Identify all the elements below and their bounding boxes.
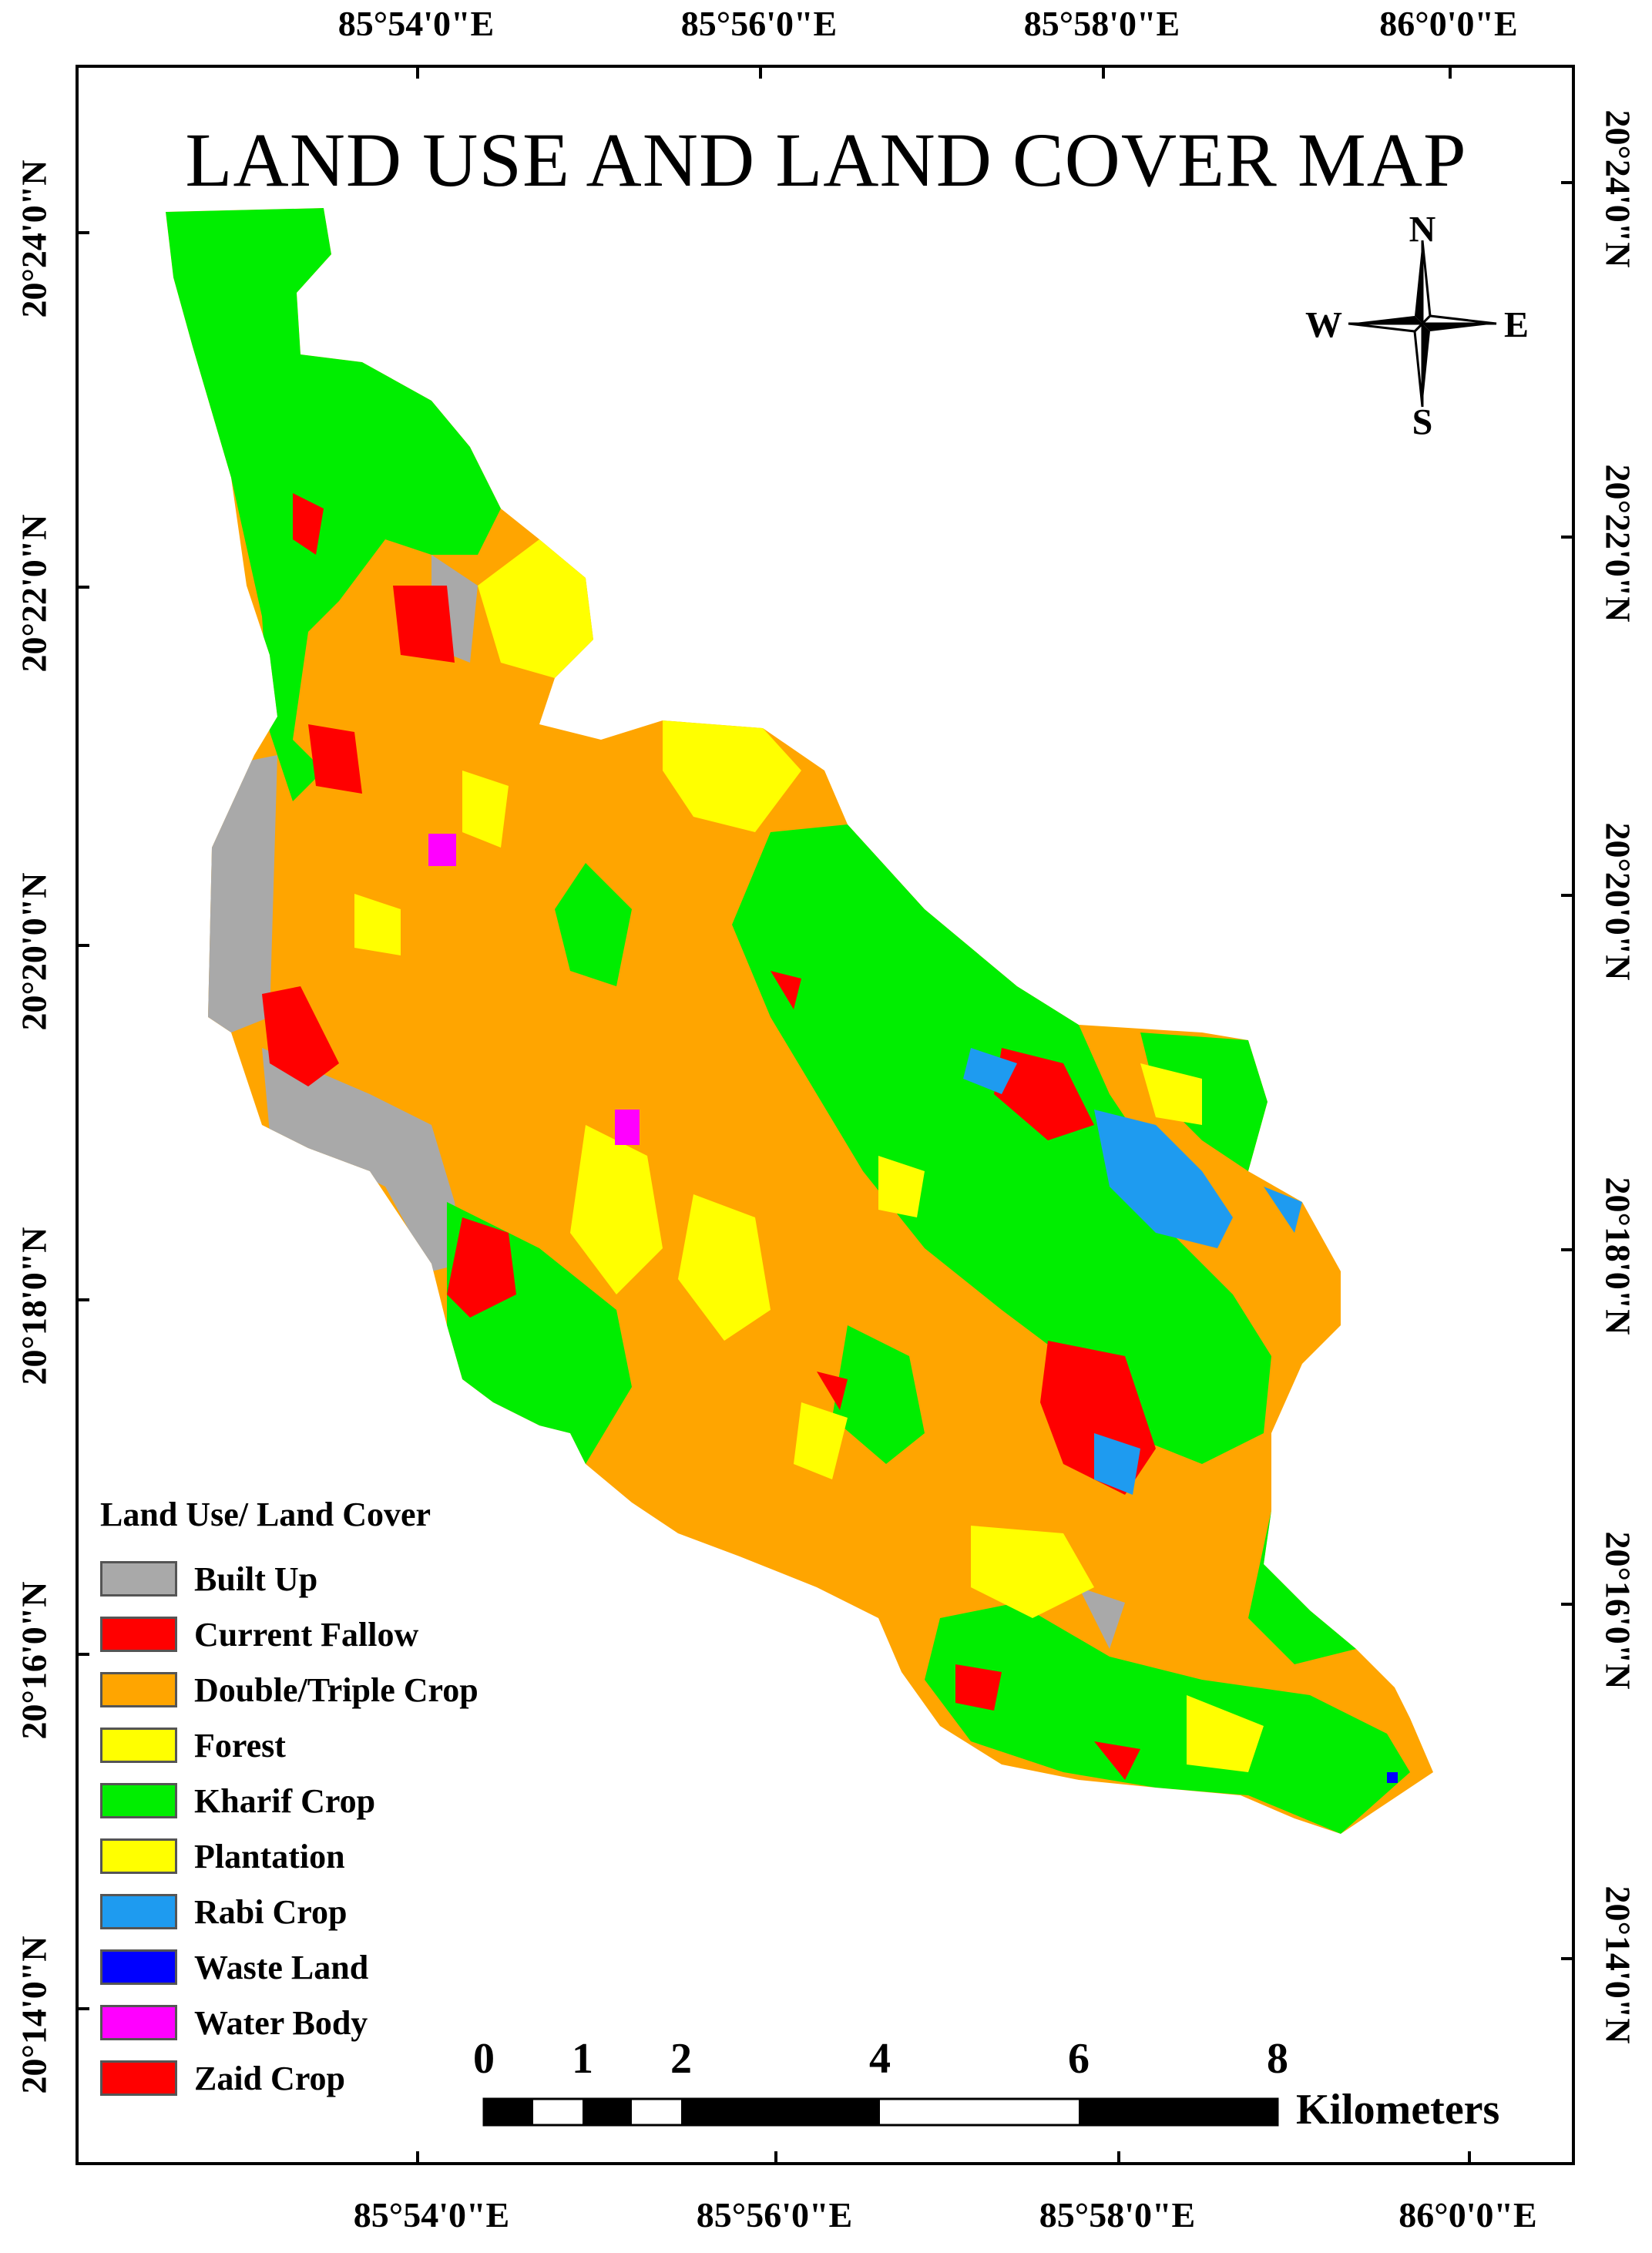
frame-tick	[1561, 536, 1575, 539]
frame-tick	[1561, 1603, 1575, 1606]
bottom-longitude-label-3: 85°58'0"E	[1039, 2195, 1196, 2235]
legend-item-forest: Forest	[100, 1717, 478, 1773]
top-longitude-label-1: 85°54'0"E	[337, 4, 495, 43]
compass-east-label: E	[1503, 304, 1529, 346]
frame-tick	[1561, 1957, 1575, 1960]
frame-tick	[76, 2007, 89, 2010]
frame-tick	[76, 944, 89, 947]
bottom-longitude-label-1: 85°54'0"E	[353, 2195, 510, 2235]
scale-label-0: 0	[473, 2035, 495, 2083]
top-longitude-label-2: 85°56'0"E	[680, 4, 838, 43]
legend-title: Land Use/ Land Cover	[100, 1496, 431, 1533]
frame-tick	[76, 1653, 89, 1656]
legend-swatch	[100, 2005, 177, 2040]
bottom-longitude-label-4: 86°0'0"E	[1398, 2195, 1537, 2235]
scale-label-6: 6	[1068, 2035, 1090, 2083]
legend-swatch	[100, 1783, 177, 1818]
legend-swatch	[100, 1838, 177, 1874]
legend-label: Double/Triple Crop	[194, 1670, 478, 1709]
scale-label-4: 4	[869, 2035, 891, 2083]
legend-label: Plantation	[194, 1837, 345, 1875]
legend-label: Rabi Crop	[194, 1892, 348, 1931]
map-frame	[76, 65, 1575, 2165]
bottom-longitude-label-2: 85°56'0"E	[696, 2195, 853, 2235]
frame-tick	[1561, 1248, 1575, 1251]
top-longitude-label-4: 86°0'0"E	[1379, 4, 1518, 43]
legend-item-current-fallow: Current Fallow	[100, 1607, 478, 1662]
legend-item-rabi-crop: Rabi Crop	[100, 1884, 478, 1939]
legend-swatch	[100, 1617, 177, 1652]
legend-swatch	[100, 1894, 177, 1929]
scale-bar	[482, 2097, 1279, 2127]
legend-label: Forest	[194, 1726, 286, 1764]
frame-tick	[416, 65, 419, 79]
frame-tick	[1449, 65, 1452, 79]
legend-label: Built Up	[194, 1560, 318, 1598]
frame-tick	[759, 65, 762, 79]
compass-south-label: S	[1412, 401, 1433, 443]
legend-swatch	[100, 1672, 177, 1707]
legend-swatch	[100, 1949, 177, 1985]
frame-tick	[1561, 181, 1575, 184]
scale-label-8: 8	[1267, 2035, 1288, 2083]
top-longitude-label-3: 85°58'0"E	[1023, 4, 1180, 43]
legend-swatch	[100, 2060, 177, 2096]
compass-north-label: N	[1409, 209, 1436, 250]
scale-unit-label: Kilometers	[1296, 2086, 1500, 2134]
frame-tick	[416, 2151, 419, 2165]
scale-label-1: 1	[572, 2035, 593, 2083]
frame-tick	[1561, 894, 1575, 897]
north-arrow-icon	[1348, 240, 1497, 408]
legend-item-built-up: Built Up	[100, 1551, 478, 1607]
frame-tick	[1468, 2151, 1471, 2165]
legend-swatch	[100, 1728, 177, 1763]
legend-label: Kharif Crop	[194, 1781, 376, 1820]
compass-west-label: W	[1305, 304, 1342, 346]
scale-label-2: 2	[670, 2035, 692, 2083]
legend-swatch	[100, 1561, 177, 1597]
legend-label: Water Body	[194, 2003, 368, 2042]
frame-tick	[76, 586, 89, 589]
frame-tick	[1117, 2151, 1120, 2165]
frame-tick	[76, 1298, 89, 1301]
legend: Land Use/ Land Cover Built Up Current Fa…	[100, 1495, 478, 2106]
legend-item-water-body: Water Body	[100, 1995, 478, 2050]
legend-item-waste-land: Waste Land	[100, 1939, 478, 1995]
legend-item-double-triple-crop: Double/Triple Crop	[100, 1662, 478, 1717]
map-title: LAND USE AND LAND COVER MAP	[185, 117, 1467, 203]
legend-item-plantation: Plantation	[100, 1828, 478, 1884]
legend-label: Current Fallow	[194, 1615, 419, 1654]
frame-tick	[774, 2151, 777, 2165]
legend-item-zaid-crop: Zaid Crop	[100, 2050, 478, 2106]
legend-item-kharif-crop: Kharif Crop	[100, 1773, 478, 1828]
legend-label: Waste Land	[194, 1948, 369, 1986]
frame-tick	[1102, 65, 1105, 79]
legend-label: Zaid Crop	[194, 2059, 346, 2097]
frame-tick	[76, 231, 89, 234]
